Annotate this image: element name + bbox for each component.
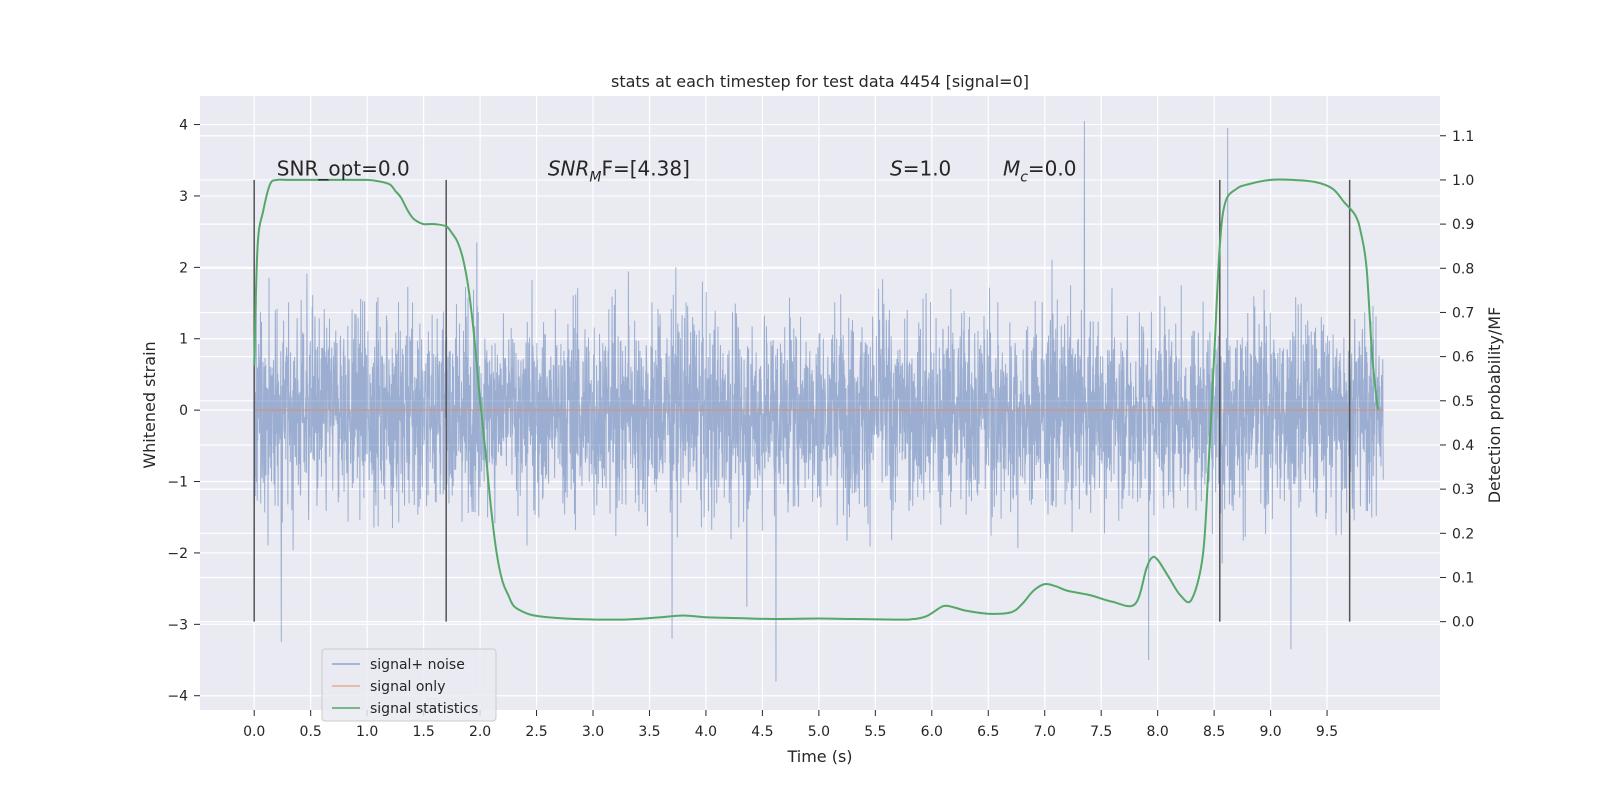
- y-left-tick-label-1: −3: [167, 617, 188, 633]
- x-axis-ticks: 0.0 0.5 1.0 1.5 2.0 2.5 3.0 3.5 4.0 4.5 5.0 5.5 6.0 6…: [243, 710, 1338, 740]
- signal-statistics-line: [253, 178, 1379, 621]
- x-tick-label-9: 4.5: [751, 724, 773, 740]
- y-right-tick-label-5: 0.5: [1452, 394, 1474, 410]
- y-left-tick-label-2: −2: [167, 546, 188, 562]
- legend: signal+ noise signal only signal statist…: [321, 648, 497, 722]
- x-tick-label-4: 2.0: [469, 724, 491, 740]
- annotation-mc: Mc=0.0: [1003, 157, 1077, 186]
- legend-frame: [321, 648, 497, 722]
- legend-label-signal-plus-noise: signal+ noise: [370, 657, 465, 673]
- x-tick-label-6: 3.0: [582, 724, 604, 740]
- x-tick-label-7: 3.5: [638, 724, 660, 740]
- annotation-snr-mf: SNRMF=[4.38]: [548, 157, 690, 186]
- y-left-axis-ticks: −4 −3 −2 −1 0 1 2 3 4: [167, 118, 200, 705]
- x-tick-label-18: 9.0: [1259, 724, 1281, 740]
- y-left-tick-label-7: 3: [179, 189, 188, 205]
- y-left-tick-label-4: 0: [179, 403, 188, 419]
- x-tick-label-15: 7.5: [1090, 724, 1112, 740]
- x-tick-label-17: 8.5: [1203, 724, 1225, 740]
- y-right-axis-ticks: 0.0 0.1 0.2 0.3 0.4 0.5 0.6 0.7 0.8 0.9 1.0 1.1: [1440, 129, 1474, 631]
- x-tick-label-14: 7.0: [1034, 724, 1056, 740]
- y-left-axis-label: Whitened strain: [140, 341, 159, 468]
- x-tick-label-8: 4.0: [695, 724, 717, 740]
- y-right-tick-label-9: 0.9: [1452, 217, 1474, 233]
- y-left-tick-label-5: 1: [179, 332, 188, 348]
- x-tick-label-0: 0.0: [243, 724, 265, 740]
- x-tick-label-2: 1.0: [356, 724, 378, 740]
- y-right-tick-label-8: 0.8: [1452, 261, 1474, 277]
- signal-plus-noise-line: [253, 120, 1384, 682]
- series-signal-statistics: [253, 178, 1379, 621]
- x-tick-label-10: 5.0: [808, 724, 830, 740]
- y-right-tick-label-0: 0.0: [1452, 615, 1474, 631]
- y-right-tick-label-6: 0.6: [1452, 350, 1474, 366]
- y-right-tick-label-7: 0.7: [1452, 305, 1474, 321]
- legend-label-signal-only: signal only: [370, 679, 445, 695]
- x-axis-label: Time (s): [786, 747, 852, 766]
- y-left-tick-label-6: 2: [179, 260, 188, 276]
- x-tick-label-12: 6.0: [921, 724, 943, 740]
- x-tick-label-1: 0.5: [300, 724, 322, 740]
- y-right-axis-label: Detection probability/MF: [1485, 307, 1504, 504]
- y-left-tick-label-3: −1: [167, 475, 188, 491]
- x-tick-label-11: 5.5: [864, 724, 886, 740]
- annotation-snr-opt: SNR_opt=0.0: [277, 157, 410, 181]
- x-tick-label-13: 6.5: [977, 724, 999, 740]
- y-right-tick-label-1: 0.1: [1452, 570, 1474, 586]
- y-right-tick-label-11: 1.1: [1452, 129, 1474, 145]
- y-right-tick-label-2: 0.2: [1452, 526, 1474, 542]
- annotations: SNR_opt=0.0 SNRMF=[4.38] S=1.0 Mc=0.0: [277, 157, 1077, 186]
- y-left-tick-label-0: −4: [167, 689, 188, 705]
- x-tick-label-16: 8.0: [1147, 724, 1169, 740]
- x-tick-label-19: 9.5: [1316, 724, 1338, 740]
- x-tick-label-3: 1.5: [412, 724, 434, 740]
- annotation-s: S=1.0: [890, 157, 951, 181]
- y-right-tick-label-10: 1.0: [1452, 173, 1474, 189]
- x-tick-label-5: 2.5: [525, 724, 547, 740]
- y-left-tick-label-8: 4: [179, 118, 188, 134]
- y-right-tick-label-3: 0.3: [1452, 482, 1474, 498]
- y-right-tick-label-4: 0.4: [1452, 438, 1474, 454]
- series-signal-plus-noise: [253, 120, 1384, 682]
- chart-title: stats at each timestep for test data 445…: [611, 72, 1029, 91]
- legend-label-signal-statistics: signal statistics: [370, 701, 478, 717]
